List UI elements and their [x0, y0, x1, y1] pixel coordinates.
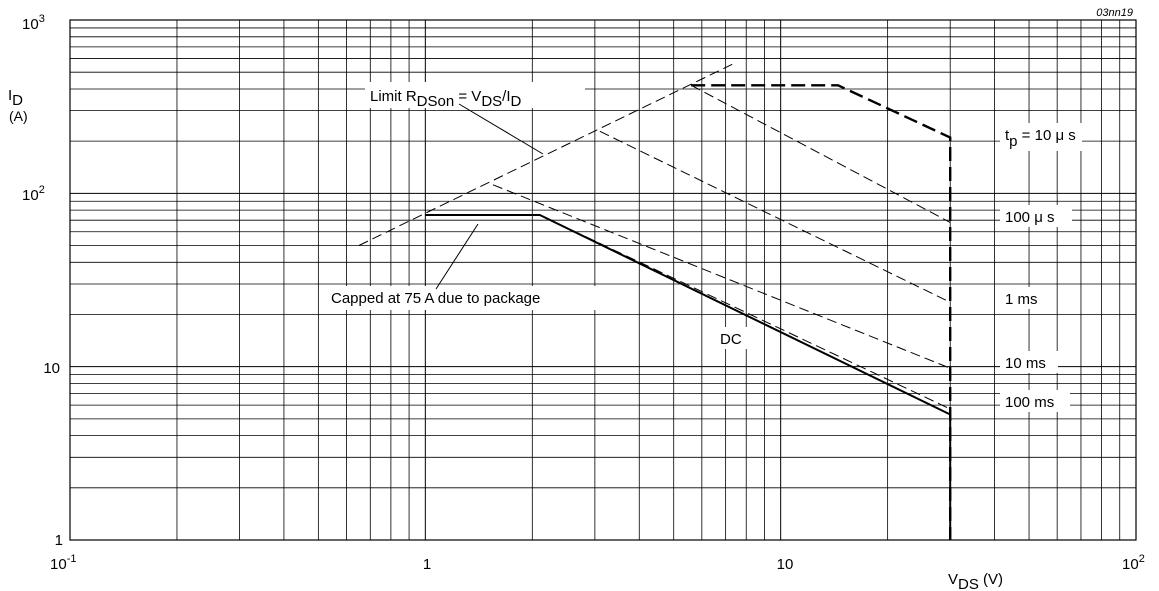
- series-line-tp10ms: [492, 184, 951, 369]
- x-axis-label: VDS (V): [948, 571, 1003, 591]
- capped-label-bg: [327, 286, 603, 310]
- series-line-rdson-limit: [358, 61, 737, 246]
- tp100ms-label: 100 ms: [1005, 394, 1054, 411]
- dc-label: DC: [720, 331, 742, 348]
- series-line-tp100us: [690, 84, 951, 223]
- capped-label: Capped at 75 A due to package: [331, 290, 540, 307]
- figure-id: 03nn19: [1096, 7, 1133, 19]
- dc-label-bg: [717, 327, 753, 349]
- rdson-label-bg: [365, 82, 585, 108]
- tp1ms-label: 1 ms: [1005, 291, 1038, 308]
- tp10us-label: tp = 10 μ s: [1005, 127, 1076, 150]
- y-tick-label: 1: [55, 532, 63, 549]
- y-tick-label: 10: [43, 360, 60, 377]
- chart-series: [358, 61, 952, 540]
- series-line-tp1ms: [599, 130, 951, 303]
- x-tick-label: 102: [1122, 553, 1145, 573]
- x-tick-label: 10-1: [50, 553, 76, 573]
- tp100us-label-bg: [1000, 205, 1072, 227]
- rdson-leader-line: [458, 103, 544, 155]
- tp10ms-label-bg: [1000, 351, 1058, 373]
- series-line-tp100ms: [425, 214, 951, 410]
- y-tick-label: 103: [22, 13, 45, 33]
- y-tick-label: 102: [22, 184, 45, 204]
- x-tick-label: 1: [423, 556, 431, 573]
- y-axis-label: ID: [8, 87, 23, 109]
- rdson-limit-label: Limit RDSon = VDS/ID: [370, 88, 522, 110]
- tp10us-label-bg: [1000, 123, 1082, 151]
- plot-frame: [69, 19, 1137, 541]
- chart-grid: [70, 20, 1136, 540]
- y-axis-unit: (A): [9, 108, 28, 124]
- x-tick-label: 10: [777, 556, 794, 573]
- tp10ms-label: 10 ms: [1005, 355, 1046, 372]
- series-line-tp10us: [691, 84, 952, 540]
- tp100ms-label-bg: [1000, 390, 1070, 412]
- tp1ms-label-bg: [1000, 287, 1050, 309]
- capped-leader-line: [435, 223, 479, 290]
- tp100us-label: 100 μ s: [1005, 209, 1055, 226]
